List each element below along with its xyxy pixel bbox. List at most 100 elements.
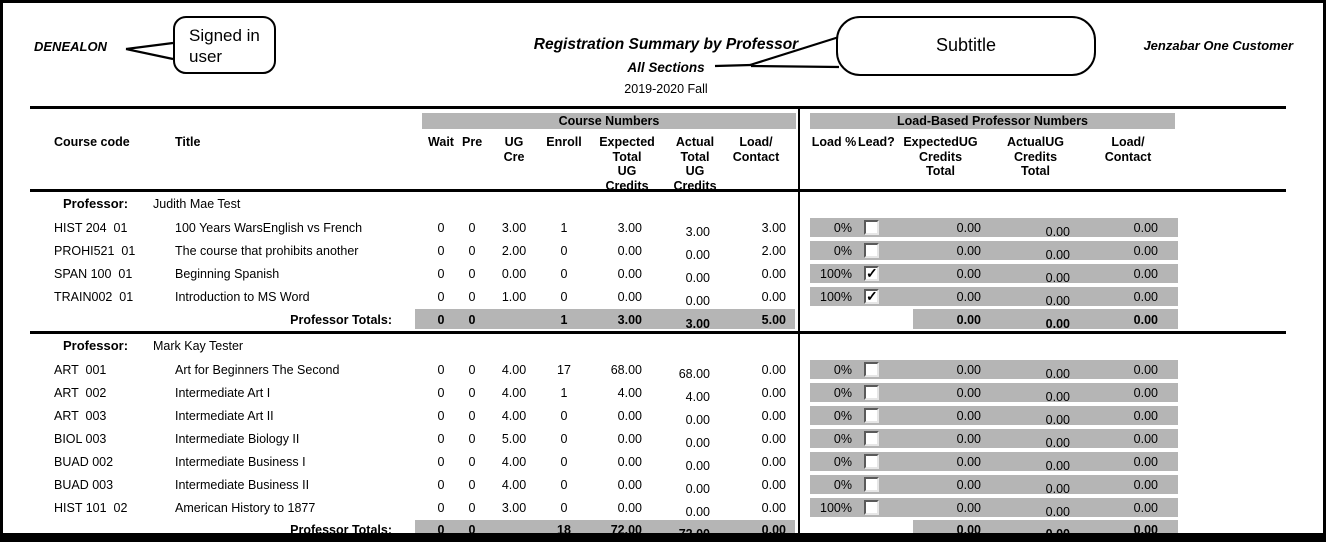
expected-ug-total-cell: 0.00 xyxy=(956,220,981,235)
actual-total-cell: 0.00 xyxy=(685,504,710,519)
load-percent-cell: 0% xyxy=(833,431,852,446)
load-contact2-cell: 0.00 xyxy=(1133,408,1158,423)
load-percent-cell: 100% xyxy=(820,289,852,304)
actual-total-cell: 0.00 xyxy=(685,270,710,285)
lead-checkbox[interactable] xyxy=(864,454,879,470)
lead-checkbox[interactable] xyxy=(864,408,879,424)
ug-credits-cell: 1.00 xyxy=(501,289,527,304)
load-contact-cell: 0.00 xyxy=(761,266,786,281)
report-title-block: Registration Summary by Professor All Se… xyxy=(401,36,931,96)
row-highlight-band xyxy=(810,287,1178,306)
actual-total-cell: 0.00 xyxy=(685,412,710,427)
load-contact-total: 5.00 xyxy=(761,312,786,327)
wait-cell: 0 xyxy=(437,362,445,377)
expected-ug-grand: 0.00 xyxy=(956,312,981,327)
load-percent-cell: 100% xyxy=(820,500,852,515)
course-title-cell: Intermediate Business I xyxy=(175,454,306,469)
actual-ug-total-cell: 0.00 xyxy=(1045,270,1070,285)
load-percent-cell: 0% xyxy=(833,408,852,423)
course-title-cell: The course that prohibits another xyxy=(175,243,359,258)
lead-checkbox[interactable] xyxy=(864,220,879,236)
pre-cell: 0 xyxy=(468,362,476,377)
professor-name: Judith Mae Test xyxy=(153,197,241,211)
load-contact2-cell: 0.00 xyxy=(1133,266,1158,281)
col-header-enroll: Enroll xyxy=(546,135,582,149)
page-bottom-rule xyxy=(3,533,1323,539)
pre-cell: 0 xyxy=(468,500,476,515)
expected-ug-total-cell: 0.00 xyxy=(956,454,981,469)
pre-cell: 0 xyxy=(468,477,476,492)
wait-cell: 0 xyxy=(437,220,445,235)
col-header-ug-credits: UG Cre xyxy=(503,135,525,164)
expected-total-cell: 0.00 xyxy=(617,266,642,281)
load-contact2-cell: 0.00 xyxy=(1133,477,1158,492)
course-title-cell: Intermediate Business II xyxy=(175,477,310,492)
wait-cell: 0 xyxy=(437,385,445,400)
course-code-cell: SPAN 100 01 xyxy=(54,266,133,281)
enroll-total: 1 xyxy=(560,312,568,327)
enroll-cell: 0 xyxy=(560,500,568,515)
group-header-load-based: Load-Based Professor Numbers xyxy=(810,113,1175,129)
course-row: ART 003 Intermediate Art II 0 0 4.00 0 0… xyxy=(30,404,1286,427)
lead-checkbox[interactable] xyxy=(864,477,879,493)
professor-label: Professor: xyxy=(63,196,129,211)
enroll-cell: 0 xyxy=(560,408,568,423)
load-contact2-cell: 0.00 xyxy=(1133,243,1158,258)
row-highlight-band xyxy=(810,383,1178,402)
row-highlight-band xyxy=(810,218,1178,237)
actual-total-cell: 3.00 xyxy=(685,224,710,239)
load-contact2-cell: 0.00 xyxy=(1133,385,1158,400)
lead-checkbox[interactable] xyxy=(864,500,879,516)
load-contact-cell: 0.00 xyxy=(761,454,786,469)
lead-checkbox[interactable] xyxy=(864,265,879,282)
lead-checkbox[interactable] xyxy=(864,431,879,447)
ug-credits-cell: 4.00 xyxy=(501,362,527,377)
pre-cell: 0 xyxy=(468,289,476,304)
col-header-course-code: Course code xyxy=(54,135,130,149)
course-rows-section-2: ART 001 Art for Beginners The Second 0 0… xyxy=(30,358,1286,519)
actual-ug-total-cell: 0.00 xyxy=(1045,293,1070,308)
table-section-divider xyxy=(798,106,800,536)
expected-ug-total-cell: 0.00 xyxy=(956,477,981,492)
ug-credits-cell: 5.00 xyxy=(501,431,527,446)
expected-total-cell: 0.00 xyxy=(617,431,642,446)
col-header-load-percent: Load % xyxy=(811,135,857,149)
course-row: HIST 204 01 100 Years WarsEnglish vs Fre… xyxy=(30,216,1286,239)
lead-checkbox[interactable] xyxy=(864,362,879,378)
lead-checkbox[interactable] xyxy=(864,243,879,259)
ug-credits-cell: 3.00 xyxy=(501,220,527,235)
course-code-cell: PROHI521 01 xyxy=(54,243,136,258)
expected-total-cell: 0.00 xyxy=(617,408,642,423)
course-code-cell: TRAIN002 01 xyxy=(54,289,134,304)
lead-checkbox[interactable] xyxy=(864,288,879,305)
course-code-cell: ART 003 xyxy=(54,408,107,423)
expected-total-cell: 0.00 xyxy=(617,243,642,258)
actual-total: 3.00 xyxy=(685,316,710,331)
load-percent-cell: 0% xyxy=(833,477,852,492)
course-title-cell: Beginning Spanish xyxy=(175,266,280,281)
actual-total-cell: 68.00 xyxy=(678,366,710,381)
expected-total-cell: 0.00 xyxy=(617,500,642,515)
ug-credits-cell: 4.00 xyxy=(501,454,527,469)
actual-ug-total-cell: 0.00 xyxy=(1045,504,1070,519)
load-contact-cell: 0.00 xyxy=(761,362,786,377)
lead-checkbox[interactable] xyxy=(864,385,879,401)
pre-cell: 0 xyxy=(468,220,476,235)
course-row: PROHI521 01 The course that prohibits an… xyxy=(30,239,1286,262)
row-highlight-band xyxy=(810,452,1178,471)
load-contact-cell: 0.00 xyxy=(761,477,786,492)
row-highlight-band xyxy=(810,241,1178,260)
pre-cell: 0 xyxy=(468,243,476,258)
actual-ug-total-cell: 0.00 xyxy=(1045,247,1070,262)
course-row: HIST 101 02 American History to 1877 0 0… xyxy=(30,496,1286,519)
course-code-cell: BUAD 002 xyxy=(54,454,114,469)
row-highlight-band xyxy=(810,264,1178,283)
wait-total: 0 xyxy=(437,523,445,537)
load-contact-cell: 0.00 xyxy=(761,385,786,400)
report-subtitle: All Sections xyxy=(627,60,705,75)
actual-ug-total-cell: 0.00 xyxy=(1045,458,1070,473)
course-code-cell: BUAD 003 xyxy=(54,477,114,492)
course-title-cell: Intermediate Biology II xyxy=(175,431,300,446)
enroll-cell: 17 xyxy=(557,362,571,377)
section-rule xyxy=(30,331,1286,334)
